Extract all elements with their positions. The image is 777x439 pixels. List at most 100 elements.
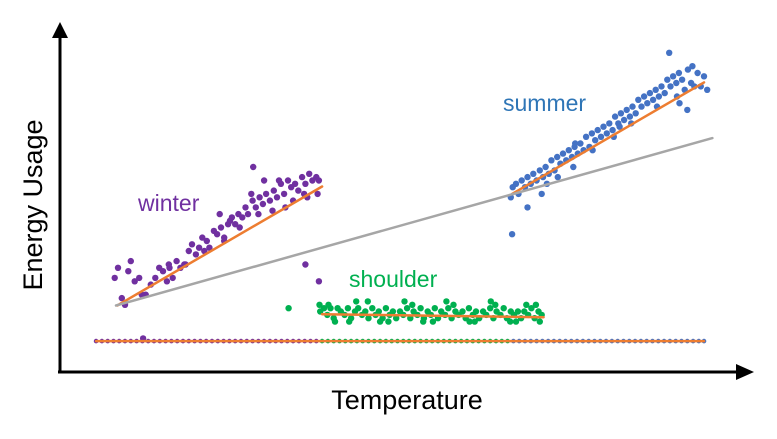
summer-point <box>623 106 630 114</box>
shoulder-point <box>403 305 411 312</box>
shoulder-point <box>375 308 382 315</box>
summer-point <box>629 103 636 110</box>
shoulder-point <box>471 318 478 325</box>
shoulder-point <box>487 298 494 305</box>
shoulder-point <box>285 305 292 312</box>
summer-point <box>673 79 680 87</box>
shoulder-point <box>472 308 480 315</box>
winter-point <box>306 170 313 177</box>
shoulder-point <box>385 318 392 325</box>
winter-point <box>291 180 299 187</box>
y-axis-label: Energy Usage <box>18 119 48 290</box>
shoulder-point <box>532 301 540 308</box>
shoulder-point <box>523 301 530 308</box>
winter-point <box>232 221 239 228</box>
shoulder-point <box>355 305 362 312</box>
summer-point <box>508 231 516 238</box>
shoulder-point <box>420 318 427 325</box>
summer-point <box>611 113 619 120</box>
shoulder-point <box>362 308 369 315</box>
shoulder-point <box>500 305 507 312</box>
summer-point <box>689 62 696 70</box>
winter-point <box>255 210 262 218</box>
annotation-winter: winter <box>137 190 200 216</box>
shoulder-point <box>346 318 353 325</box>
summer-point <box>554 173 561 181</box>
shoulder-point <box>465 305 473 312</box>
summer-point <box>530 170 537 177</box>
shoulder-point <box>365 315 372 322</box>
shoulder-point <box>466 318 473 325</box>
shoulder-point <box>431 305 438 312</box>
summer-point <box>667 83 674 90</box>
summer-point <box>638 103 645 110</box>
summer-point <box>640 93 648 100</box>
summer-point <box>592 137 599 144</box>
winter-point <box>242 204 249 211</box>
shoulder-point <box>389 308 397 315</box>
summer-point <box>664 76 671 83</box>
winter-point <box>127 257 134 265</box>
summer-point <box>588 130 596 137</box>
winter-point <box>163 278 171 285</box>
shoulder-point <box>487 305 494 312</box>
summer-point <box>684 106 691 114</box>
summer-point <box>597 133 605 140</box>
shoulder-point <box>443 298 450 305</box>
winter-point <box>295 187 302 194</box>
winter-point <box>195 244 203 251</box>
shoulder-point <box>528 305 535 312</box>
annotation-shoulder: shoulder <box>349 266 438 292</box>
summer-point <box>554 153 561 161</box>
summer-point <box>700 73 708 80</box>
annotation-summer: summer <box>503 90 586 116</box>
winter-point <box>199 234 206 241</box>
summer-point <box>658 83 665 90</box>
summer-point <box>684 66 692 73</box>
winter-point <box>136 274 143 282</box>
summer-point <box>632 110 639 117</box>
shoulder-point <box>514 308 522 315</box>
winter-point <box>244 210 252 218</box>
winter-point <box>315 278 323 285</box>
summer-point <box>538 190 545 198</box>
shoulder-point <box>450 301 457 308</box>
summer-point <box>661 89 668 97</box>
shoulder-point <box>369 305 376 312</box>
x-axis <box>58 364 754 380</box>
summer-point <box>678 76 686 83</box>
shoulder-point <box>512 318 520 325</box>
shoulder-point <box>320 305 328 312</box>
winter-point <box>236 224 243 231</box>
shoulder-point <box>331 318 339 325</box>
shoulder-point <box>401 298 408 305</box>
summer-point <box>635 96 642 104</box>
summer-point <box>572 140 579 147</box>
shoulder-point <box>393 315 400 322</box>
summer-point <box>536 167 543 174</box>
summer-point <box>655 93 663 100</box>
x-axis-label: Temperature <box>331 385 483 415</box>
summer-point <box>582 133 590 140</box>
summer-point <box>675 69 683 77</box>
winter-point <box>270 187 277 194</box>
summer-point <box>666 49 673 56</box>
summer-fit-line <box>510 81 706 196</box>
summer-point <box>646 89 654 97</box>
summer-point <box>652 86 659 94</box>
summer-point <box>577 140 584 147</box>
shoulder-fit-line <box>320 312 545 319</box>
winter-point <box>262 190 270 198</box>
summer-point <box>649 96 657 104</box>
winter-point <box>249 197 256 204</box>
winter-point <box>221 234 228 241</box>
shoulder-point <box>376 318 384 325</box>
summer-point <box>616 123 623 130</box>
winter-point <box>152 274 159 282</box>
summer-point <box>548 157 555 164</box>
summer-point <box>606 120 613 127</box>
shoulder-point <box>353 298 360 305</box>
winter-point <box>269 207 276 214</box>
winter-point <box>192 251 200 258</box>
